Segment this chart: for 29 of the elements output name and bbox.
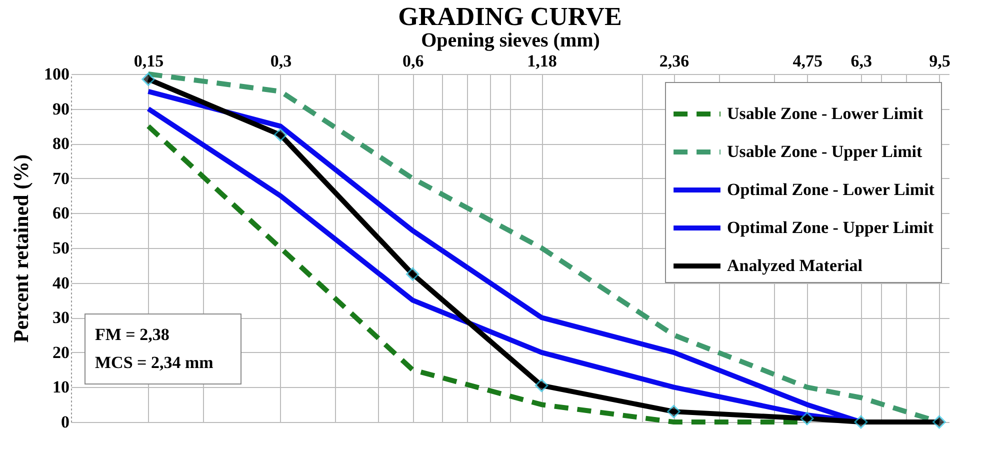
y-tick-label: 50: [52, 238, 70, 258]
x-tick-label: 0,15: [134, 52, 164, 70]
legend-label: Analyzed Material: [727, 256, 863, 275]
y-tick-label: 20: [52, 342, 70, 362]
y-tick-label: 10: [52, 378, 70, 397]
annotation: FM = 2,38: [95, 325, 170, 344]
y-axis-title: Percent retained (%): [9, 154, 33, 343]
x-tick-label: 0,6: [402, 52, 424, 70]
legend-label: Optimal Zone - Lower Limit: [727, 180, 935, 199]
y-tick-label: 30: [52, 308, 70, 328]
y-tick-label: 40: [52, 273, 70, 292]
x-tick-label: 1,18: [527, 52, 557, 70]
x-tick-label: 6,3: [850, 52, 872, 70]
y-tick-label: 60: [52, 204, 70, 223]
x-tick-label: 0,3: [270, 52, 292, 70]
legend-label: Optimal Zone - Upper Limit: [727, 218, 934, 237]
legend-label: Usable Zone - Upper Limit: [727, 142, 923, 161]
x-tick-label: 2,36: [659, 52, 690, 70]
y-tick-label: 80: [52, 134, 70, 154]
y-tick-label: 0: [61, 412, 70, 432]
y-tick-label: 100: [44, 64, 70, 84]
chart-title: GRADING CURVE: [398, 2, 622, 31]
x-tick-label: 9,5: [929, 52, 950, 70]
y-tick-label: 90: [52, 99, 70, 118]
x-axis-title: Opening sieves (mm): [421, 30, 600, 52]
legend-label: Usable Zone - Lower Limit: [727, 104, 924, 123]
y-tick-label: 70: [52, 168, 70, 188]
x-tick-label: 4,75: [792, 52, 822, 70]
annotation: MCS = 2,34 mm: [95, 353, 214, 372]
